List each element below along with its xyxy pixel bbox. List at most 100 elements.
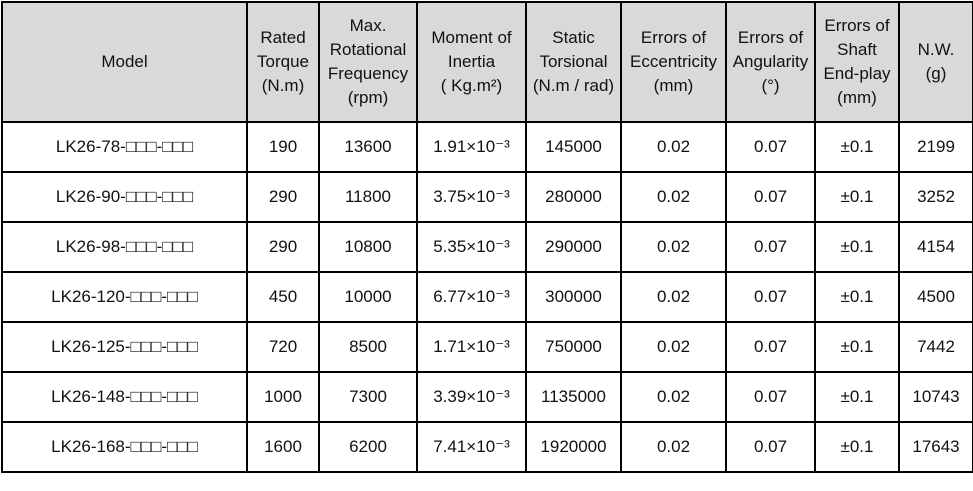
header-line: Frequency — [327, 64, 409, 83]
table-row: LK26-148-□□□-□□□ 1000 7300 3.39×10⁻³ 1135000… — [1, 371, 973, 423]
table-row: LK26-78-□□□-□□□ 190 13600 1.91×10⁻³ 145000 0.… — [1, 121, 973, 173]
table-cell: 7.41×10⁻³ — [416, 421, 527, 473]
table-cell: 0.02 — [620, 171, 727, 223]
table-cell: 1.91×10⁻³ — [416, 121, 527, 173]
table-cell: 0.07 — [725, 171, 816, 223]
table-cell: 0.02 — [620, 221, 727, 273]
table-cell: 0.02 — [620, 121, 727, 173]
table-row: LK26-98-□□□-□□□ 290 10800 5.35×10⁻³ 290000 0.… — [1, 221, 973, 273]
table-cell: ±0.1 — [814, 221, 900, 273]
table-cell: 145000 — [525, 121, 622, 173]
header-cell: Max. Rotational Frequency (rpm) — [318, 1, 418, 123]
spec-table: Model Rated Torque (N.m) Max. Rotational Frequ… — [1, 1, 973, 473]
header-line: Static — [552, 28, 595, 47]
table-cell: 7300 — [318, 371, 418, 423]
table-cell: 5.35×10⁻³ — [416, 221, 527, 273]
header-line: Errors of — [824, 16, 890, 35]
table-cell: 11800 — [318, 171, 418, 223]
table-cell: 290 — [246, 171, 320, 223]
header-line: Moment of — [431, 28, 512, 47]
header-line: (N.m) — [261, 76, 305, 95]
header-cell: Errors of Angularity (°) — [725, 1, 816, 123]
table-cell: LK26-90-□□□-□□□ — [1, 171, 248, 223]
table-cell: 2199 — [898, 121, 973, 173]
table-cell: 13600 — [318, 121, 418, 173]
header-line: Torsional — [539, 52, 608, 71]
header-line: Model — [101, 52, 148, 71]
table-row: LK26-125-□□□-□□□ 720 8500 1.71×10⁻³ 750000 0.… — [1, 321, 973, 373]
table-cell: 0.07 — [725, 421, 816, 473]
header-line: (g) — [925, 64, 947, 83]
table-cell: ±0.1 — [814, 121, 900, 173]
header-line: N.W. — [917, 40, 955, 59]
header-cell: Model — [1, 1, 248, 123]
table-cell: 1920000 — [525, 421, 622, 473]
table-cell: 0.02 — [620, 271, 727, 323]
header-line: Rotational — [329, 40, 407, 59]
header-line: Eccentricity — [630, 52, 717, 71]
table-cell: 8500 — [318, 321, 418, 373]
table-cell: 6.77×10⁻³ — [416, 271, 527, 323]
table-cell: 4500 — [898, 271, 973, 323]
table-cell: 17643 — [898, 421, 973, 473]
table-cell: LK26-168-□□□-□□□ — [1, 421, 248, 473]
header-line: Rated — [260, 28, 306, 47]
table-cell: 290 — [246, 221, 320, 273]
table-cell: 6200 — [318, 421, 418, 473]
table-cell: LK26-98-□□□-□□□ — [1, 221, 248, 273]
table-cell: LK26-78-□□□-□□□ — [1, 121, 248, 173]
header-row: Model Rated Torque (N.m) Max. Rotational Frequ… — [1, 1, 973, 123]
header-line: ( Kg.m²) — [440, 76, 503, 95]
table-cell: ±0.1 — [814, 321, 900, 373]
header-line: (mm) — [653, 76, 694, 95]
header-line: Angularity — [732, 52, 809, 71]
table-cell: LK26-125-□□□-□□□ — [1, 321, 248, 373]
table-cell: 0.07 — [725, 271, 816, 323]
table-cell: 190 — [246, 121, 320, 173]
table-cell: 1.71×10⁻³ — [416, 321, 527, 373]
table-cell: 0.07 — [725, 121, 816, 173]
table-body: LK26-78-□□□-□□□ 190 13600 1.91×10⁻³ 145000 0.… — [1, 121, 973, 473]
table-cell: ±0.1 — [814, 371, 900, 423]
table-cell: 3252 — [898, 171, 973, 223]
table-cell: 720 — [246, 321, 320, 373]
table-cell: 10743 — [898, 371, 973, 423]
table-cell: 750000 — [525, 321, 622, 373]
table-cell: 10000 — [318, 271, 418, 323]
header-cell: N.W. (g) — [898, 1, 973, 123]
header-cell: Errors of Eccentricity (mm) — [620, 1, 727, 123]
header-line: Errors of — [640, 28, 707, 47]
table-cell: 0.07 — [725, 321, 816, 373]
table-cell: 3.75×10⁻³ — [416, 171, 527, 223]
table-cell: 300000 — [525, 271, 622, 323]
header-line: Shaft — [837, 40, 877, 59]
table-cell: ±0.1 — [814, 171, 900, 223]
table-row: LK26-168-□□□-□□□ 1600 6200 7.41×10⁻³ 1920000… — [1, 421, 973, 473]
table-cell: 7442 — [898, 321, 973, 373]
header-line: (N.m / rad) — [532, 76, 615, 95]
table-cell: 10800 — [318, 221, 418, 273]
table-cell: ±0.1 — [814, 271, 900, 323]
table-cell: 0.02 — [620, 421, 727, 473]
header-line: Max. — [349, 16, 387, 35]
table-cell: 3.39×10⁻³ — [416, 371, 527, 423]
table-cell: 1600 — [246, 421, 320, 473]
header-line: End-play — [823, 64, 891, 83]
table-row: LK26-120-□□□-□□□ 450 10000 6.77×10⁻³ 300000 0… — [1, 271, 973, 323]
header-line: Inertia — [447, 52, 496, 71]
table-cell: 0.07 — [725, 221, 816, 273]
table-cell: ±0.1 — [814, 421, 900, 473]
table-cell: LK26-120-□□□-□□□ — [1, 271, 248, 323]
header-cell: Rated Torque (N.m) — [246, 1, 320, 123]
table-cell: 4154 — [898, 221, 973, 273]
table-cell: 0.02 — [620, 371, 727, 423]
header-cell: Moment of Inertia ( Kg.m²) — [416, 1, 527, 123]
table-cell: 1135000 — [525, 371, 622, 423]
header-line: (°) — [761, 76, 780, 95]
table-cell: 450 — [246, 271, 320, 323]
header-cell: Errors of Shaft End-play (mm) — [814, 1, 900, 123]
table-cell: 290000 — [525, 221, 622, 273]
table-cell: 1000 — [246, 371, 320, 423]
header-line: (mm) — [837, 88, 877, 107]
header-cell: Static Torsional (N.m / rad) — [525, 1, 622, 123]
